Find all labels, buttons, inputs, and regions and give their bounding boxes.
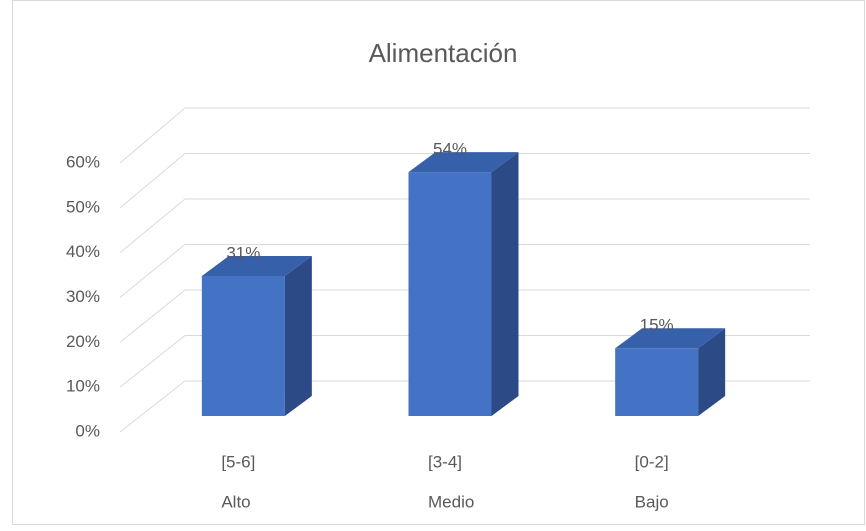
grid-line (119, 244, 186, 298)
bar-side (491, 152, 519, 416)
grid-line (119, 380, 186, 433)
grid-line (119, 107, 186, 164)
bar-top (408, 152, 519, 173)
bar (615, 328, 726, 416)
grid-line (119, 335, 186, 388)
data-label: 31% (226, 243, 260, 262)
y-tick-label: 60% (66, 152, 100, 171)
bar-top (201, 255, 312, 276)
y-tick-label: 10% (66, 377, 100, 396)
chart-title: Alimentación (369, 38, 518, 68)
grid-line (119, 198, 186, 254)
x-tick-label: [3-4] (428, 452, 462, 471)
bar-top (615, 328, 726, 349)
data-label: 15% (640, 316, 674, 335)
bar (201, 255, 312, 416)
bar-side (284, 255, 312, 416)
data-label: 54% (433, 140, 467, 159)
y-tick-label: 20% (66, 332, 100, 351)
x-tick-label: [5-6] (221, 452, 255, 471)
x-group-label: Bajo (635, 492, 669, 511)
bar (408, 152, 519, 416)
y-tick-label: 30% (66, 287, 100, 306)
bar-front (408, 172, 492, 416)
grid-line (119, 153, 186, 209)
x-tick-label: [0-2] (635, 452, 669, 471)
bar-front (201, 275, 285, 416)
bar-side (698, 328, 726, 416)
grid-line (119, 289, 186, 343)
y-tick-label: 40% (66, 242, 100, 261)
x-group-label: Medio (428, 492, 474, 511)
bar-front (615, 348, 699, 416)
y-tick-label: 0% (75, 421, 100, 440)
y-tick-label: 50% (66, 197, 100, 216)
x-group-label: Alto (221, 492, 250, 511)
